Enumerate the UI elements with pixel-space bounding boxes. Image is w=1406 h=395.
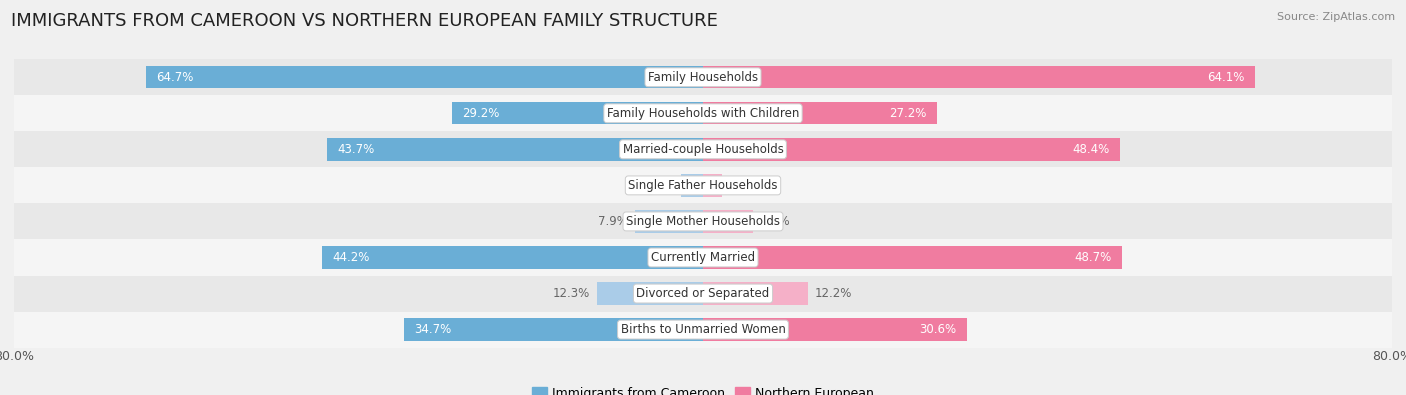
Bar — [14, 131, 1392, 167]
Text: Married-couple Households: Married-couple Households — [623, 143, 783, 156]
Text: 5.8%: 5.8% — [759, 215, 789, 228]
Text: 64.1%: 64.1% — [1208, 71, 1244, 84]
Bar — [14, 239, 1392, 276]
Text: 12.3%: 12.3% — [553, 287, 591, 300]
Bar — [451, 102, 703, 124]
Text: Single Mother Households: Single Mother Households — [626, 215, 780, 228]
Bar — [322, 246, 703, 269]
Bar — [14, 95, 1392, 131]
Bar — [14, 312, 1392, 348]
Bar — [146, 66, 703, 88]
Bar — [404, 318, 703, 341]
Bar — [703, 282, 808, 305]
Bar — [598, 282, 703, 305]
Text: 30.6%: 30.6% — [920, 323, 956, 336]
Text: Source: ZipAtlas.com: Source: ZipAtlas.com — [1277, 12, 1395, 22]
Bar — [636, 210, 703, 233]
Text: 2.2%: 2.2% — [728, 179, 759, 192]
Bar — [14, 276, 1392, 312]
Text: 48.7%: 48.7% — [1074, 251, 1112, 264]
Bar — [703, 138, 1119, 160]
Text: 48.4%: 48.4% — [1073, 143, 1109, 156]
Text: 44.2%: 44.2% — [333, 251, 370, 264]
Bar — [14, 59, 1392, 95]
Bar — [703, 318, 966, 341]
Text: IMMIGRANTS FROM CAMEROON VS NORTHERN EUROPEAN FAMILY STRUCTURE: IMMIGRANTS FROM CAMEROON VS NORTHERN EUR… — [11, 12, 718, 30]
Text: Family Households: Family Households — [648, 71, 758, 84]
Text: Single Father Households: Single Father Households — [628, 179, 778, 192]
Text: 29.2%: 29.2% — [461, 107, 499, 120]
Bar — [703, 102, 938, 124]
Text: Currently Married: Currently Married — [651, 251, 755, 264]
Bar — [326, 138, 703, 160]
Text: Divorced or Separated: Divorced or Separated — [637, 287, 769, 300]
Text: 7.9%: 7.9% — [598, 215, 628, 228]
Text: 2.5%: 2.5% — [645, 179, 675, 192]
Bar — [703, 66, 1256, 88]
Text: 27.2%: 27.2% — [890, 107, 927, 120]
Text: 64.7%: 64.7% — [156, 71, 194, 84]
Text: Births to Unmarried Women: Births to Unmarried Women — [620, 323, 786, 336]
Bar — [14, 167, 1392, 203]
Legend: Immigrants from Cameroon, Northern European: Immigrants from Cameroon, Northern Europ… — [527, 382, 879, 395]
Text: 34.7%: 34.7% — [415, 323, 451, 336]
Bar — [703, 174, 721, 197]
Bar — [703, 246, 1122, 269]
Text: 12.2%: 12.2% — [815, 287, 852, 300]
Bar — [703, 210, 754, 233]
Text: Family Households with Children: Family Households with Children — [607, 107, 799, 120]
Bar — [682, 174, 703, 197]
Bar — [14, 203, 1392, 239]
Text: 43.7%: 43.7% — [337, 143, 374, 156]
